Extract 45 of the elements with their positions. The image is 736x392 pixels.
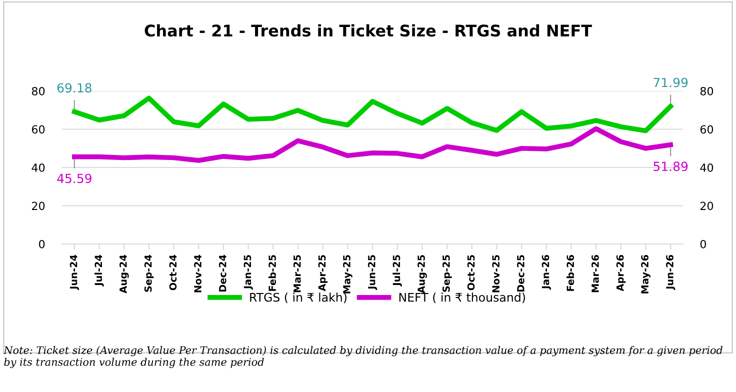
x-tick-label: May-25: [343, 255, 352, 294]
x-tick-label: Apr-25: [318, 255, 328, 292]
x-tick-label: May-26: [641, 254, 650, 294]
x-tick-label: Sep-25: [442, 255, 452, 292]
legend-label: NEFT ( in ₹ thousand): [399, 292, 525, 304]
y2-tick-label: 20: [700, 202, 714, 210]
y-tick-label: 40: [32, 163, 45, 172]
x-tick-label: Nov-25: [492, 255, 500, 292]
y2-tick-label: 80: [700, 86, 714, 96]
y-tick-label: 80: [32, 86, 45, 96]
x-tick-label: Jul-25: [392, 255, 402, 286]
x-tick-label: Jan-26: [542, 254, 552, 290]
data-label: 71.99: [654, 78, 688, 88]
data-label: 69.18: [57, 83, 92, 93]
x-tick-label: Nov-24: [194, 254, 202, 292]
x-tick-label: Oct-25: [467, 255, 475, 290]
x-tick-label: Jul-24: [94, 254, 104, 286]
x-tick-label: Feb-26: [566, 254, 574, 291]
y2-tick-label: 0: [700, 240, 706, 248]
x-tick-label: Jun-25: [368, 255, 378, 290]
y-tick-label: 0: [38, 240, 45, 248]
x-tick-label: Apr-26: [616, 254, 626, 292]
legend-label: RTGS ( in ₹ lakh): [250, 292, 346, 304]
data-label: 45.59: [57, 174, 92, 184]
x-tick-label: Aug-24: [119, 254, 129, 294]
y-tick-label: 60: [32, 125, 45, 134]
x-tick-label: Dec-24: [218, 254, 226, 292]
x-tick-label: Jan-25: [244, 255, 253, 290]
chart-title: Chart - 21 - Trends in Ticket Size - RTGS and NEFT: [144, 24, 592, 37]
y2-tick-label: 60: [700, 125, 714, 134]
x-tick-label: Mar-26: [592, 254, 599, 292]
x-tick-label: Jun-24: [70, 254, 80, 290]
y2-tick-label: 40: [700, 163, 714, 172]
x-tick-label: Sep-24: [144, 254, 154, 292]
y-tick-label: 20: [32, 202, 45, 210]
x-tick-label: Dec-25: [517, 255, 524, 292]
data-label: 51.89: [654, 162, 688, 172]
line-series: [72, 96, 674, 134]
x-tick-label: Mar-25: [293, 255, 301, 292]
x-tick-label: Jun-26: [666, 254, 676, 290]
text: Note: Ticket size (Average Value Per Transaction) is calculated by dividing the transaction value of a payment system for a given period by its transaction volume during the same period: [3, 346, 722, 368]
x-tick-label: Feb-25: [268, 255, 276, 291]
x-tick-label: Oct-24: [169, 254, 177, 290]
line-series: [72, 126, 674, 163]
x-tick-label: Aug-25: [418, 255, 427, 294]
